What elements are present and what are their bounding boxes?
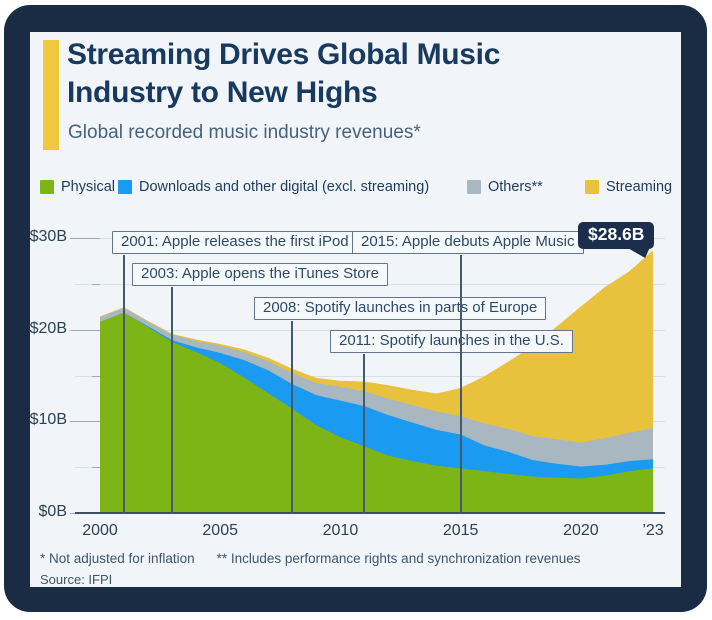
annotation-box: 2011: Spotify launches in the U.S. [330, 330, 573, 353]
annotation-line [171, 287, 174, 513]
annotation-line [291, 321, 294, 513]
legend-swatch-icon [118, 180, 132, 194]
legend-item: Others** [467, 178, 543, 196]
footnote-inflation: * Not adjusted for inflation [40, 551, 195, 566]
source-label: Source: IFPI [40, 572, 113, 587]
legend-label: Physical [61, 179, 115, 195]
annotation-box: 2008: Spotify launches in parts of Europ… [254, 297, 547, 320]
y-axis-tick [70, 421, 100, 423]
x-axis-baseline [75, 512, 665, 514]
legend-label: Others** [488, 179, 543, 195]
legend-swatch-icon [40, 180, 54, 194]
y-axis-tick-minor [92, 283, 100, 285]
y-axis-tick [70, 238, 100, 239]
legend-label: Downloads and other digital (excl. strea… [139, 179, 430, 195]
legend-swatch-icon [467, 180, 481, 194]
x-axis-label: 2005 [202, 522, 238, 539]
legend: Physical Downloads and other digital (exc… [30, 178, 681, 198]
y-axis-tick-minor [92, 467, 100, 469]
callout-badge: $28.6B [578, 222, 655, 249]
y-axis-label: $0B [38, 503, 67, 520]
footnote: * Not adjusted for inflation ** Includes … [40, 551, 581, 566]
legend-label: Streaming [606, 179, 673, 195]
y-axis-label: $20B [29, 319, 67, 337]
x-axis-label: 2010 [322, 522, 359, 539]
infographic-card: Streaming Drives Global Music Industry t… [30, 32, 681, 587]
annotation-box: 2015: Apple debuts Apple Music [352, 231, 584, 254]
x-axis-label: 2000 [82, 522, 118, 539]
page-subtitle: Global recorded music industry revenues* [68, 122, 421, 143]
area-streaming [100, 250, 653, 443]
page-title-line2: Industry to New Highs [67, 76, 378, 109]
gridline-minor [75, 375, 665, 377]
y-axis-label: $30B [29, 228, 67, 245]
y-axis-tick-minor [92, 375, 100, 377]
title-accent-bar [43, 40, 59, 150]
page-title: Streaming Drives Global Music Industry t… [67, 36, 667, 112]
legend-item: Downloads and other digital (excl. strea… [118, 178, 429, 196]
legend-item: Physical [40, 178, 115, 196]
x-axis-label: 2015 [442, 522, 479, 539]
legend-item: Streaming [585, 178, 672, 196]
callout-pointer-icon [626, 247, 650, 258]
y-axis-label: $10B [29, 411, 67, 429]
annotation-box: 2003: Apple opens the iTunes Store [132, 263, 388, 286]
x-axis-label: ’23 [642, 522, 664, 539]
legend-swatch-icon [585, 180, 599, 194]
footnote-others: ** Includes performance rights and synch… [216, 551, 581, 566]
annotation-box: 2001: Apple releases the first iPod [112, 231, 358, 254]
page-title-line1: Streaming Drives Global Music [67, 38, 501, 71]
annotation-line [123, 255, 126, 513]
annotation-line [459, 255, 462, 513]
annotation-line [363, 354, 366, 513]
x-axis-label: 2020 [563, 522, 599, 539]
y-axis-tick [70, 329, 100, 331]
